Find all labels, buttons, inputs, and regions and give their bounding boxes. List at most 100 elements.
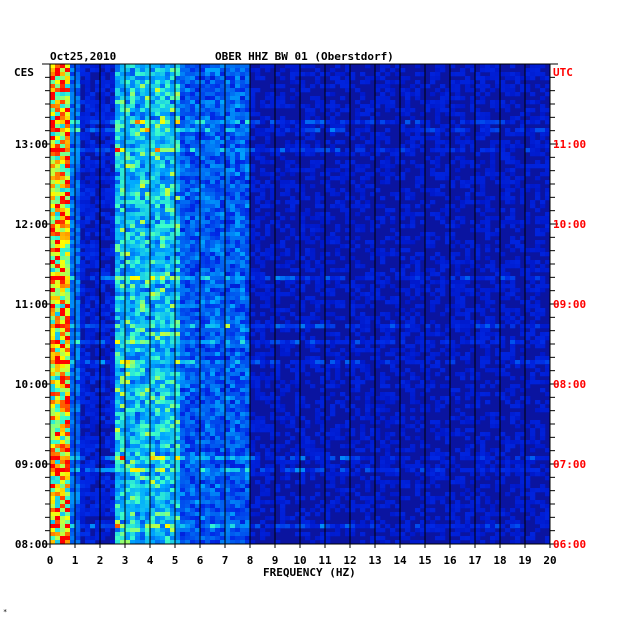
heatmap-cell bbox=[60, 132, 66, 137]
heatmap-cell bbox=[515, 240, 521, 245]
heatmap-cell bbox=[70, 360, 76, 365]
heatmap-cell bbox=[130, 228, 136, 233]
heatmap-cell bbox=[215, 336, 221, 341]
heatmap-cell bbox=[185, 236, 191, 241]
heatmap-cell bbox=[85, 80, 91, 85]
heatmap-cell bbox=[305, 268, 311, 273]
heatmap-cell bbox=[415, 92, 421, 97]
heatmap-cell bbox=[55, 92, 61, 97]
heatmap-cell bbox=[100, 64, 106, 69]
heatmap-cell bbox=[235, 328, 241, 333]
heatmap-cell bbox=[470, 160, 476, 165]
heatmap-cell bbox=[535, 316, 541, 321]
heatmap-cell bbox=[100, 156, 106, 161]
heatmap-cell bbox=[470, 240, 476, 245]
heatmap-cell bbox=[340, 108, 346, 113]
heatmap-cell bbox=[300, 336, 306, 341]
heatmap-cell bbox=[85, 228, 91, 233]
heatmap-cell bbox=[240, 124, 246, 129]
heatmap-cell bbox=[320, 220, 326, 225]
heatmap-cell bbox=[225, 292, 231, 297]
heatmap-cell bbox=[215, 188, 221, 193]
heatmap-cell bbox=[265, 180, 271, 185]
heatmap-cell bbox=[335, 128, 341, 133]
heatmap-cell bbox=[90, 312, 96, 317]
heatmap-cell bbox=[220, 308, 226, 313]
heatmap-cell bbox=[370, 336, 376, 341]
heatmap-cell bbox=[505, 76, 511, 81]
heatmap-cell bbox=[235, 268, 241, 273]
heatmap-cell bbox=[505, 352, 511, 357]
heatmap-cell bbox=[255, 148, 261, 153]
heatmap-cell bbox=[60, 316, 66, 321]
heatmap-cell bbox=[295, 340, 301, 345]
heatmap-cell bbox=[65, 192, 71, 197]
heatmap-cell bbox=[65, 100, 71, 105]
heatmap-cell bbox=[230, 188, 236, 193]
heatmap-cell bbox=[60, 300, 66, 305]
heatmap-cell bbox=[460, 132, 466, 137]
heatmap-cell bbox=[300, 152, 306, 157]
heatmap-cell bbox=[105, 256, 111, 261]
heatmap-cell bbox=[425, 104, 431, 109]
heatmap-cell bbox=[215, 348, 221, 353]
heatmap-cell bbox=[385, 96, 391, 101]
heatmap-cell bbox=[195, 232, 201, 237]
heatmap-cell bbox=[150, 248, 156, 253]
heatmap-cell bbox=[395, 348, 401, 353]
heatmap-cell bbox=[365, 204, 371, 209]
heatmap-cell bbox=[110, 228, 116, 233]
heatmap-cell bbox=[60, 336, 66, 341]
heatmap-cell bbox=[265, 300, 271, 305]
heatmap-cell bbox=[125, 304, 131, 309]
heatmap-cell bbox=[325, 320, 331, 325]
heatmap-cell bbox=[205, 280, 211, 285]
heatmap-cell bbox=[70, 164, 76, 169]
heatmap-cell bbox=[170, 220, 176, 225]
heatmap-cell bbox=[175, 216, 181, 221]
heatmap-cell bbox=[215, 260, 221, 265]
heatmap-cell bbox=[315, 80, 321, 85]
heatmap-cell bbox=[270, 244, 276, 249]
heatmap-cell bbox=[135, 240, 141, 245]
heatmap-cell bbox=[110, 172, 116, 177]
heatmap-cell bbox=[180, 192, 186, 197]
heatmap-cell bbox=[65, 300, 71, 305]
heatmap-cell bbox=[190, 256, 196, 261]
heatmap-cell bbox=[260, 128, 266, 133]
heatmap-cell bbox=[210, 192, 216, 197]
heatmap-cell bbox=[515, 116, 521, 121]
heatmap-cell bbox=[190, 92, 196, 97]
heatmap-cell bbox=[180, 108, 186, 113]
heatmap-cell bbox=[95, 104, 101, 109]
heatmap-cell bbox=[125, 88, 131, 93]
heatmap-cell bbox=[215, 112, 221, 117]
heatmap-cell bbox=[165, 336, 171, 341]
heatmap-cell bbox=[230, 72, 236, 77]
heatmap-cell bbox=[305, 260, 311, 265]
heatmap-cell bbox=[385, 88, 391, 93]
heatmap-cell bbox=[155, 200, 161, 205]
heatmap-cell bbox=[75, 156, 81, 161]
heatmap-cell bbox=[445, 204, 451, 209]
heatmap-cell bbox=[205, 320, 211, 325]
heatmap-cell bbox=[395, 252, 401, 257]
heatmap-cell bbox=[295, 248, 301, 253]
heatmap-cell bbox=[225, 192, 231, 197]
heatmap-cell bbox=[380, 172, 386, 177]
heatmap-cell bbox=[145, 340, 151, 345]
heatmap-cell bbox=[470, 220, 476, 225]
heatmap-cell bbox=[130, 272, 136, 277]
heatmap-cell bbox=[475, 172, 481, 177]
heatmap-cell bbox=[520, 84, 526, 89]
heatmap-cell bbox=[470, 96, 476, 101]
heatmap-cell bbox=[375, 348, 381, 353]
heatmap-cell bbox=[420, 316, 426, 321]
heatmap-cell bbox=[170, 64, 176, 69]
heatmap-cell bbox=[120, 276, 126, 281]
heatmap-cell bbox=[525, 168, 531, 173]
heatmap-cell bbox=[280, 324, 286, 329]
heatmap-cell bbox=[90, 332, 96, 337]
heatmap-cell bbox=[50, 340, 56, 345]
heatmap-cell bbox=[445, 360, 451, 365]
